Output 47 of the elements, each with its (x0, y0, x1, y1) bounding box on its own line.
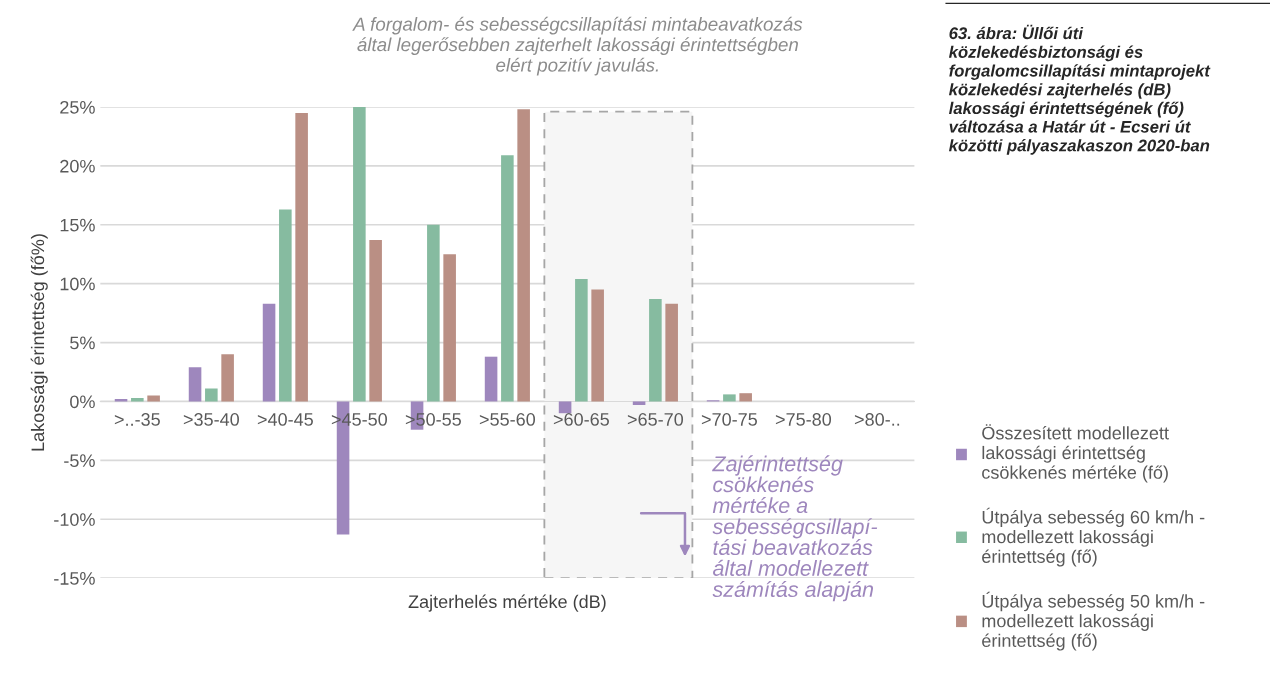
x-tick-label: >55-60 (479, 413, 536, 426)
x-axis-title: Zajterhelés mértéke (dB) (408, 594, 606, 612)
x-tick-label: >65-70 (627, 413, 684, 426)
y-tick-label: -15% (54, 572, 95, 585)
bar (221, 354, 234, 402)
bar (723, 394, 736, 402)
bar (739, 393, 752, 402)
bar (649, 298, 662, 402)
bar (427, 224, 440, 402)
y-tick-label: -5% (64, 454, 95, 468)
y-tick-label: 0% (70, 395, 95, 409)
y-tick-label: 15% (60, 218, 95, 232)
x-tick-label: >75-80 (775, 413, 832, 426)
legend-label: Útpálya sebesség 50 km/h - modellezett lakossági érintettség (fő) (982, 591, 1205, 651)
x-tick-label: >..-35 (114, 413, 160, 426)
text: A forgalom- és sebességcsillapítási mintabeavatkozás által legerősebben zajterhelt lakossági érintettségben elért pozitív javulás. (352, 16, 803, 76)
y-tick-label: 10% (60, 277, 95, 291)
bar (279, 209, 292, 402)
bar (575, 278, 588, 402)
bar (188, 367, 202, 402)
legend-label: Összesített modellezett lakossági érintettség csökkenés mértéke (fő) (982, 424, 1169, 483)
bar (484, 356, 498, 402)
y-tick-label: -10% (54, 513, 95, 526)
bar (558, 401, 572, 414)
bar (591, 289, 604, 402)
bar (353, 107, 366, 402)
bar (262, 303, 276, 402)
legend-label: Útpálya sebesség 60 km/h - modellezett lakossági érintettség (fő) (982, 507, 1205, 567)
text: 63. ábra: Üllői úti közlekedésbiztonsági és forgalomcsillapítási mintaprojekt közlekedési zajterhelés (dB) lakossági érintettségének (fő) változása a Határ út - Ecseri út közötti pályaszakaszon 2020-ban (948, 24, 1211, 155)
y-axis-title: Lakossági érintettség (fő%) (30, 234, 48, 451)
x-tick-label: >70-75 (701, 413, 757, 426)
y-tick-label: 25% (60, 100, 95, 114)
y-tick-label: 20% (60, 159, 95, 173)
bar (295, 112, 308, 402)
bar (369, 240, 382, 402)
bar (443, 254, 456, 402)
bar (632, 401, 646, 405)
x-tick-label: >60-65 (553, 413, 609, 426)
x-tick-label: >35-40 (183, 413, 239, 426)
x-tick-label: >80-.. (854, 413, 900, 426)
bar (205, 388, 218, 402)
bar (665, 303, 678, 402)
bar (501, 155, 514, 402)
bar (517, 109, 530, 402)
annotation: Zajérintettség csökkenés mértéke a sebességcsillapí- tási beavatkozás által modellezett számítás alapján (712, 455, 878, 602)
y-tick-label: 5% (70, 336, 95, 350)
x-tick-label: >40-45 (257, 413, 313, 426)
